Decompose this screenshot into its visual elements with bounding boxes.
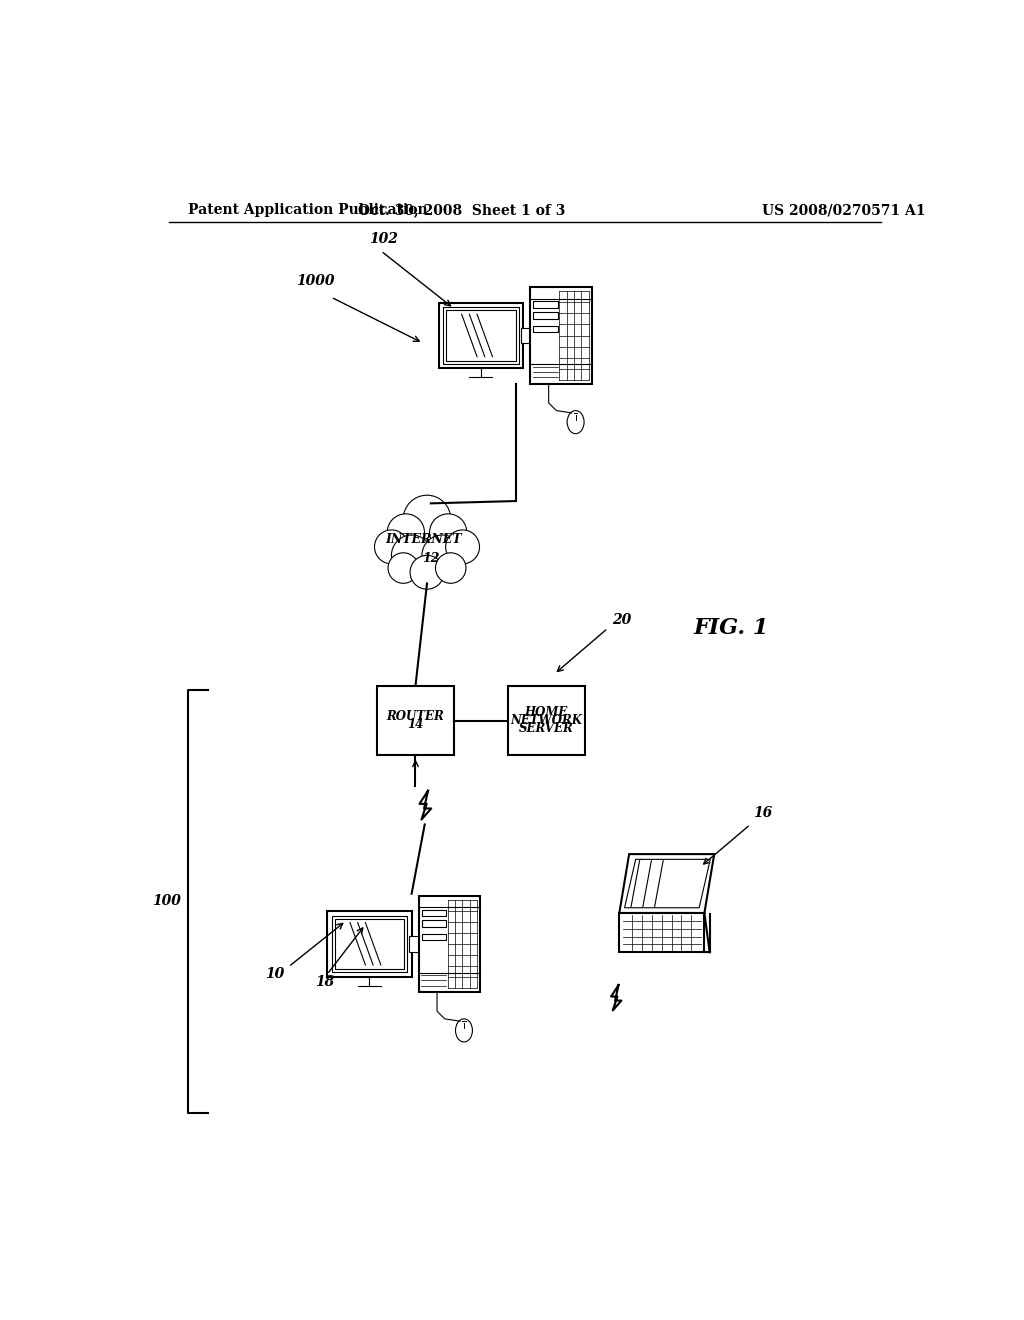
Polygon shape [521, 327, 530, 343]
Ellipse shape [456, 1019, 472, 1041]
Polygon shape [410, 936, 419, 952]
Circle shape [391, 535, 432, 576]
Text: 100: 100 [152, 895, 180, 908]
Circle shape [387, 513, 425, 552]
Ellipse shape [567, 411, 584, 434]
Circle shape [429, 513, 467, 552]
Polygon shape [530, 288, 592, 384]
Polygon shape [377, 686, 454, 755]
Circle shape [388, 553, 419, 583]
Polygon shape [620, 913, 705, 952]
Text: 18: 18 [315, 975, 335, 989]
Circle shape [422, 535, 463, 576]
Text: NETWORK: NETWORK [510, 714, 583, 727]
Text: FIG. 1: FIG. 1 [693, 618, 769, 639]
Text: HOME: HOME [524, 706, 568, 719]
Text: INTERNET: INTERNET [385, 533, 462, 546]
Circle shape [435, 553, 466, 583]
Circle shape [375, 529, 409, 564]
Polygon shape [419, 896, 480, 991]
Text: US 2008/0270571 A1: US 2008/0270571 A1 [762, 203, 926, 216]
Text: Oct. 30, 2008  Sheet 1 of 3: Oct. 30, 2008 Sheet 1 of 3 [358, 203, 565, 216]
Text: 14: 14 [408, 718, 424, 731]
Polygon shape [620, 854, 714, 913]
Text: 20: 20 [611, 614, 631, 627]
Circle shape [410, 556, 444, 589]
Polygon shape [508, 686, 585, 755]
Text: 16: 16 [753, 805, 772, 820]
Text: 1000: 1000 [296, 275, 335, 289]
Text: ROUTER: ROUTER [387, 710, 444, 723]
Text: 102: 102 [370, 232, 398, 246]
Text: 10: 10 [265, 968, 285, 982]
Circle shape [445, 529, 479, 564]
Text: SERVER: SERVER [519, 722, 573, 735]
Text: Patent Application Publication: Patent Application Publication [188, 203, 428, 216]
Text: 12: 12 [422, 552, 439, 565]
Circle shape [403, 495, 451, 543]
